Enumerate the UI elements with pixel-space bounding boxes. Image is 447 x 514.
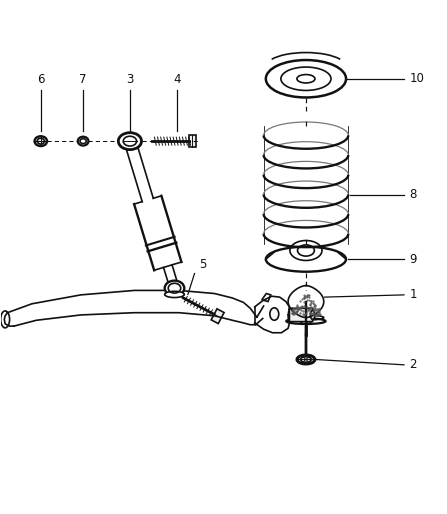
Text: 8: 8 bbox=[409, 188, 417, 201]
Polygon shape bbox=[211, 309, 224, 324]
Text: 5: 5 bbox=[199, 258, 207, 271]
Text: 6: 6 bbox=[37, 74, 45, 86]
Ellipse shape bbox=[164, 281, 184, 296]
Text: 9: 9 bbox=[409, 253, 417, 266]
Ellipse shape bbox=[310, 310, 315, 319]
Ellipse shape bbox=[164, 291, 184, 298]
Ellipse shape bbox=[118, 133, 142, 150]
Text: 4: 4 bbox=[173, 74, 181, 86]
Ellipse shape bbox=[270, 308, 279, 320]
Text: 3: 3 bbox=[126, 74, 134, 86]
Text: 2: 2 bbox=[409, 358, 417, 371]
Polygon shape bbox=[189, 135, 196, 147]
Ellipse shape bbox=[34, 136, 47, 146]
Text: 7: 7 bbox=[80, 74, 87, 86]
Text: 1: 1 bbox=[409, 288, 417, 301]
Ellipse shape bbox=[78, 137, 89, 145]
Text: 10: 10 bbox=[409, 72, 424, 85]
Polygon shape bbox=[290, 308, 315, 322]
